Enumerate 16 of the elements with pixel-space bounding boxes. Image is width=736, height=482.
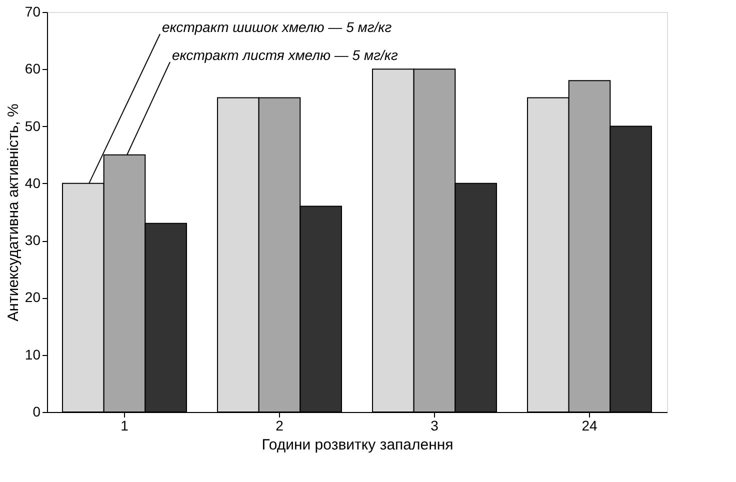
x-tick-label: 24 — [582, 418, 598, 434]
y-tick-label: 50 — [24, 118, 41, 134]
x-axis-title: Години розвитку запалення — [262, 436, 454, 454]
y-tick-label: 40 — [24, 174, 41, 191]
x-tick-label: 2 — [276, 418, 284, 434]
text: екстракт шишок хмелю — 5 мг/кг — [162, 19, 392, 35]
y-tick-label: 30 — [24, 232, 41, 248]
y-axis-title: Антиексудативна активність, % — [4, 104, 22, 322]
y-tick-label: 10 — [24, 346, 41, 362]
y-tick-label: 70 — [24, 4, 41, 20]
x-tick-label: 3 — [430, 418, 439, 434]
y-tick-label: 0 — [32, 404, 41, 420]
x-tick-label: 1 — [120, 418, 129, 434]
y-tick-label: 20 — [24, 289, 41, 306]
series-label: екстракт листя хмелю — 5 мг/кг — [172, 47, 398, 63]
y-tick-label: 60 — [24, 60, 41, 77]
